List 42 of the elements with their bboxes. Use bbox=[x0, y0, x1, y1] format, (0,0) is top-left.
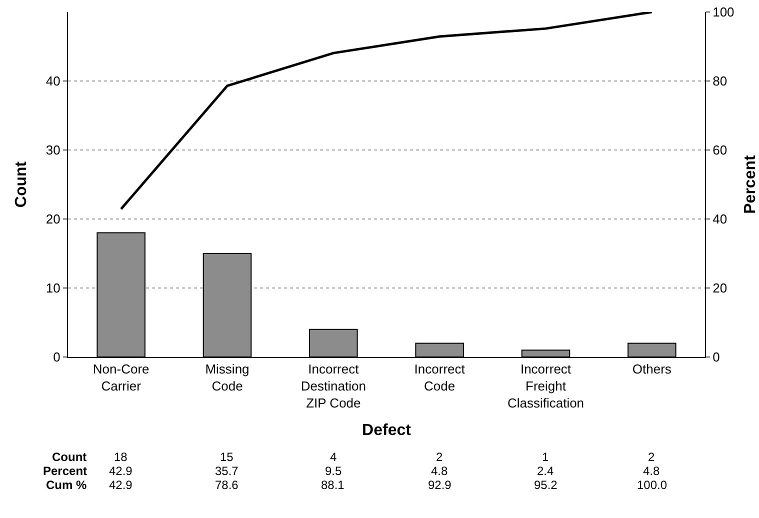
data-label: 42.9 bbox=[109, 478, 133, 492]
data-label: 15 bbox=[220, 450, 234, 464]
y2-tick-label: 60 bbox=[712, 142, 728, 158]
data-label: 18 bbox=[114, 450, 128, 464]
y-tick-label: 30 bbox=[46, 142, 60, 158]
text: Percent bbox=[43, 464, 88, 478]
y2-tick-label: 40 bbox=[712, 212, 728, 227]
x-tick-label: Incorrect Freight Classification bbox=[507, 362, 584, 410]
data-label: 4 bbox=[330, 450, 337, 464]
data-label: 2 bbox=[436, 450, 443, 464]
y2-tick-label: 0 bbox=[712, 350, 720, 365]
line-series bbox=[120, 12, 654, 210]
data-label: 78.6 bbox=[215, 478, 239, 492]
data-label: 2 bbox=[648, 450, 655, 464]
data-label: 92.9 bbox=[428, 478, 452, 492]
text: 4.8 bbox=[643, 464, 660, 478]
y-tick-label: 10 bbox=[46, 280, 60, 296]
x-axis-title: Defect bbox=[362, 422, 412, 440]
text: 9.5 bbox=[325, 464, 342, 478]
x-tick-label: Others bbox=[632, 362, 672, 377]
text: Cum % bbox=[46, 478, 87, 492]
text: 2.4 bbox=[537, 464, 554, 478]
y2-tick-label: 20 bbox=[712, 280, 728, 296]
x-tick-label: Non-Core Carrier bbox=[92, 362, 150, 394]
text: 42.9 bbox=[109, 464, 133, 478]
data-label: 88.1 bbox=[321, 478, 345, 492]
data-label: 1 bbox=[542, 450, 549, 464]
x-tick-label: Incorrect Code bbox=[414, 362, 466, 394]
x-tick-label: Missing Code bbox=[205, 362, 250, 394]
y2-tick-label: 80 bbox=[712, 74, 728, 89]
data-label: 95.2 bbox=[534, 478, 558, 492]
y-tick-label: 20 bbox=[46, 212, 60, 227]
y-tick-label: 40 bbox=[46, 74, 60, 89]
y-axis-title: Count bbox=[13, 160, 30, 208]
data-label: 100.0 bbox=[637, 478, 668, 492]
text: 35.7 bbox=[215, 464, 239, 478]
y2-axis-title: Percent bbox=[742, 154, 759, 214]
text: Count bbox=[52, 450, 87, 464]
text: 4.8 bbox=[431, 464, 448, 478]
x-tick-label: Incorrect Destination ZIP Code bbox=[300, 362, 366, 410]
y-tick-label: 0 bbox=[53, 350, 60, 365]
y2-tick-label: 100 bbox=[712, 4, 734, 20]
